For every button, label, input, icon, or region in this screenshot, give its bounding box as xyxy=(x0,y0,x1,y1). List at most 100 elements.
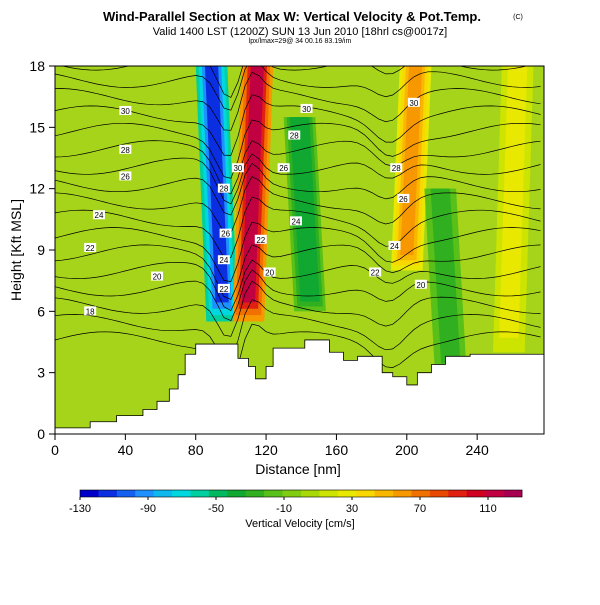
theta-contour-8 xyxy=(55,176,541,234)
theta-label-11: 22 xyxy=(217,283,230,294)
chart-subtitle-2: lpx/lmax=29@ 34 00.16 83.19/im xyxy=(249,38,352,45)
colorbar-label: Vertical Velocity [cm/s] xyxy=(245,518,354,530)
velocity-field xyxy=(195,66,534,373)
colorbar-swatch-21 xyxy=(466,490,486,497)
theta-label-14: 30 xyxy=(300,103,313,114)
velocity-band-0-3 xyxy=(204,66,229,303)
colorbar-swatch-16 xyxy=(374,490,394,497)
colorbar-swatch-18 xyxy=(411,490,431,497)
colorbar-swatch-0 xyxy=(80,490,99,497)
theta-label-text: 28 xyxy=(290,132,299,141)
colorbar-swatch-6 xyxy=(190,490,210,497)
theta-contour-0 xyxy=(55,323,541,385)
colorbar-swatch-20 xyxy=(448,490,468,497)
colorbar-swatch-13 xyxy=(319,490,339,497)
theta-label-0: 30 xyxy=(119,105,132,116)
theta-label-text: 28 xyxy=(392,164,401,173)
theta-label-text: 22 xyxy=(371,268,380,277)
colorbar-swatch-17 xyxy=(393,490,412,497)
colorbar-tick-label-5: 70 xyxy=(414,503,426,515)
theta-label-text: 28 xyxy=(219,185,228,194)
theta-label-bg xyxy=(119,144,132,154)
theta-label-15: 28 xyxy=(288,130,301,141)
colorbar-swatch-11 xyxy=(282,490,302,497)
velocity-band-3-3 xyxy=(400,66,423,256)
y-tick-label-2: 6 xyxy=(37,303,45,319)
colorbar-swatch-8 xyxy=(227,490,247,497)
colorbar-swatch-3 xyxy=(135,490,154,497)
theta-label-bg xyxy=(289,216,302,226)
colorbar-tick-label-3: -10 xyxy=(276,503,292,515)
theta-label-bg xyxy=(407,97,420,107)
theta-label-text: 24 xyxy=(219,256,228,265)
colorbar-swatch-2 xyxy=(116,490,136,497)
theta-contour-1 xyxy=(55,299,541,360)
theta-label-bg xyxy=(254,234,267,244)
theta-label-bg xyxy=(217,283,230,293)
terrain xyxy=(55,339,544,434)
theta-label-text: 20 xyxy=(416,281,425,290)
theta-label-text: 28 xyxy=(121,146,130,155)
colorbar-swatch-10 xyxy=(264,490,283,497)
theta-contours xyxy=(55,66,541,385)
theta-label-text: 20 xyxy=(153,273,162,282)
colorbar-tick-label-0: -130 xyxy=(69,503,91,515)
theta-label-bg xyxy=(388,240,401,250)
theta-label-bg xyxy=(119,105,132,115)
chart-title: Wind-Parallel Section at Max W: Vertical… xyxy=(103,9,481,24)
colorbar-tick-label-6: 110 xyxy=(479,503,497,515)
colorbar-swatch-5 xyxy=(172,490,191,497)
x-tick-label-4: 160 xyxy=(325,442,349,458)
theta-label-text: 26 xyxy=(279,164,288,173)
theta-label-8: 28 xyxy=(217,183,230,194)
colorbar-swatch-12 xyxy=(301,490,320,497)
theta-label-bg xyxy=(231,163,244,173)
colorbar-swatch-4 xyxy=(153,490,173,497)
theta-contour-13 xyxy=(55,94,541,156)
x-tick-label-5: 200 xyxy=(395,442,419,458)
theta-label-bg xyxy=(119,171,132,181)
theta-contour-4 xyxy=(55,259,541,311)
theta-label-bg xyxy=(277,163,290,173)
theta-label-20: 26 xyxy=(397,193,410,204)
theta-contour-9 xyxy=(55,162,541,216)
theta-label-bg xyxy=(92,210,105,220)
theta-label-text: 26 xyxy=(121,172,130,181)
theta-contour-2 xyxy=(55,280,541,337)
y-tick-label-5: 15 xyxy=(29,119,45,135)
theta-label-text: 20 xyxy=(265,268,274,277)
theta-contour-3 xyxy=(55,269,541,322)
y-tick-label-0: 0 xyxy=(37,426,45,442)
theta-label-text: 22 xyxy=(256,236,265,245)
theta-label-bg xyxy=(217,183,230,193)
theta-label-text: 30 xyxy=(302,105,311,114)
colorbar-swatch-1 xyxy=(98,490,118,497)
theta-label-21: 24 xyxy=(388,240,401,251)
y-tick-label-3: 9 xyxy=(37,242,45,258)
theta-label-bg xyxy=(300,103,313,113)
x-tick-label-6: 240 xyxy=(465,442,489,458)
theta-label-6: 18 xyxy=(84,306,97,316)
theta-contour-12 xyxy=(55,119,541,179)
theta-label-bg xyxy=(219,228,232,238)
theta-label-10: 24 xyxy=(217,255,230,265)
y-tick-label-1: 3 xyxy=(37,365,45,381)
chart-subtitle: Valid 1400 LST (1200Z) SUN 13 Jun 2010 [… xyxy=(153,26,448,38)
theta-label-5: 20 xyxy=(151,271,164,282)
theta-label-16: 26 xyxy=(277,163,290,173)
theta-label-7: 30 xyxy=(231,163,244,173)
colorbar-swatch-7 xyxy=(208,490,228,497)
theta-contour-16 xyxy=(60,66,528,98)
theta-label-22: 22 xyxy=(369,267,382,277)
theta-contour-5 xyxy=(55,244,541,300)
theta-label-text: 26 xyxy=(221,230,230,239)
theta-contour-7 xyxy=(55,196,541,258)
theta-label-2: 26 xyxy=(119,171,132,181)
theta-label-1: 28 xyxy=(119,144,132,155)
theta-label-19: 28 xyxy=(390,163,403,173)
theta-label-bg xyxy=(151,271,164,281)
theta-label-13: 20 xyxy=(263,267,276,277)
colorbar-frame xyxy=(79,489,523,498)
